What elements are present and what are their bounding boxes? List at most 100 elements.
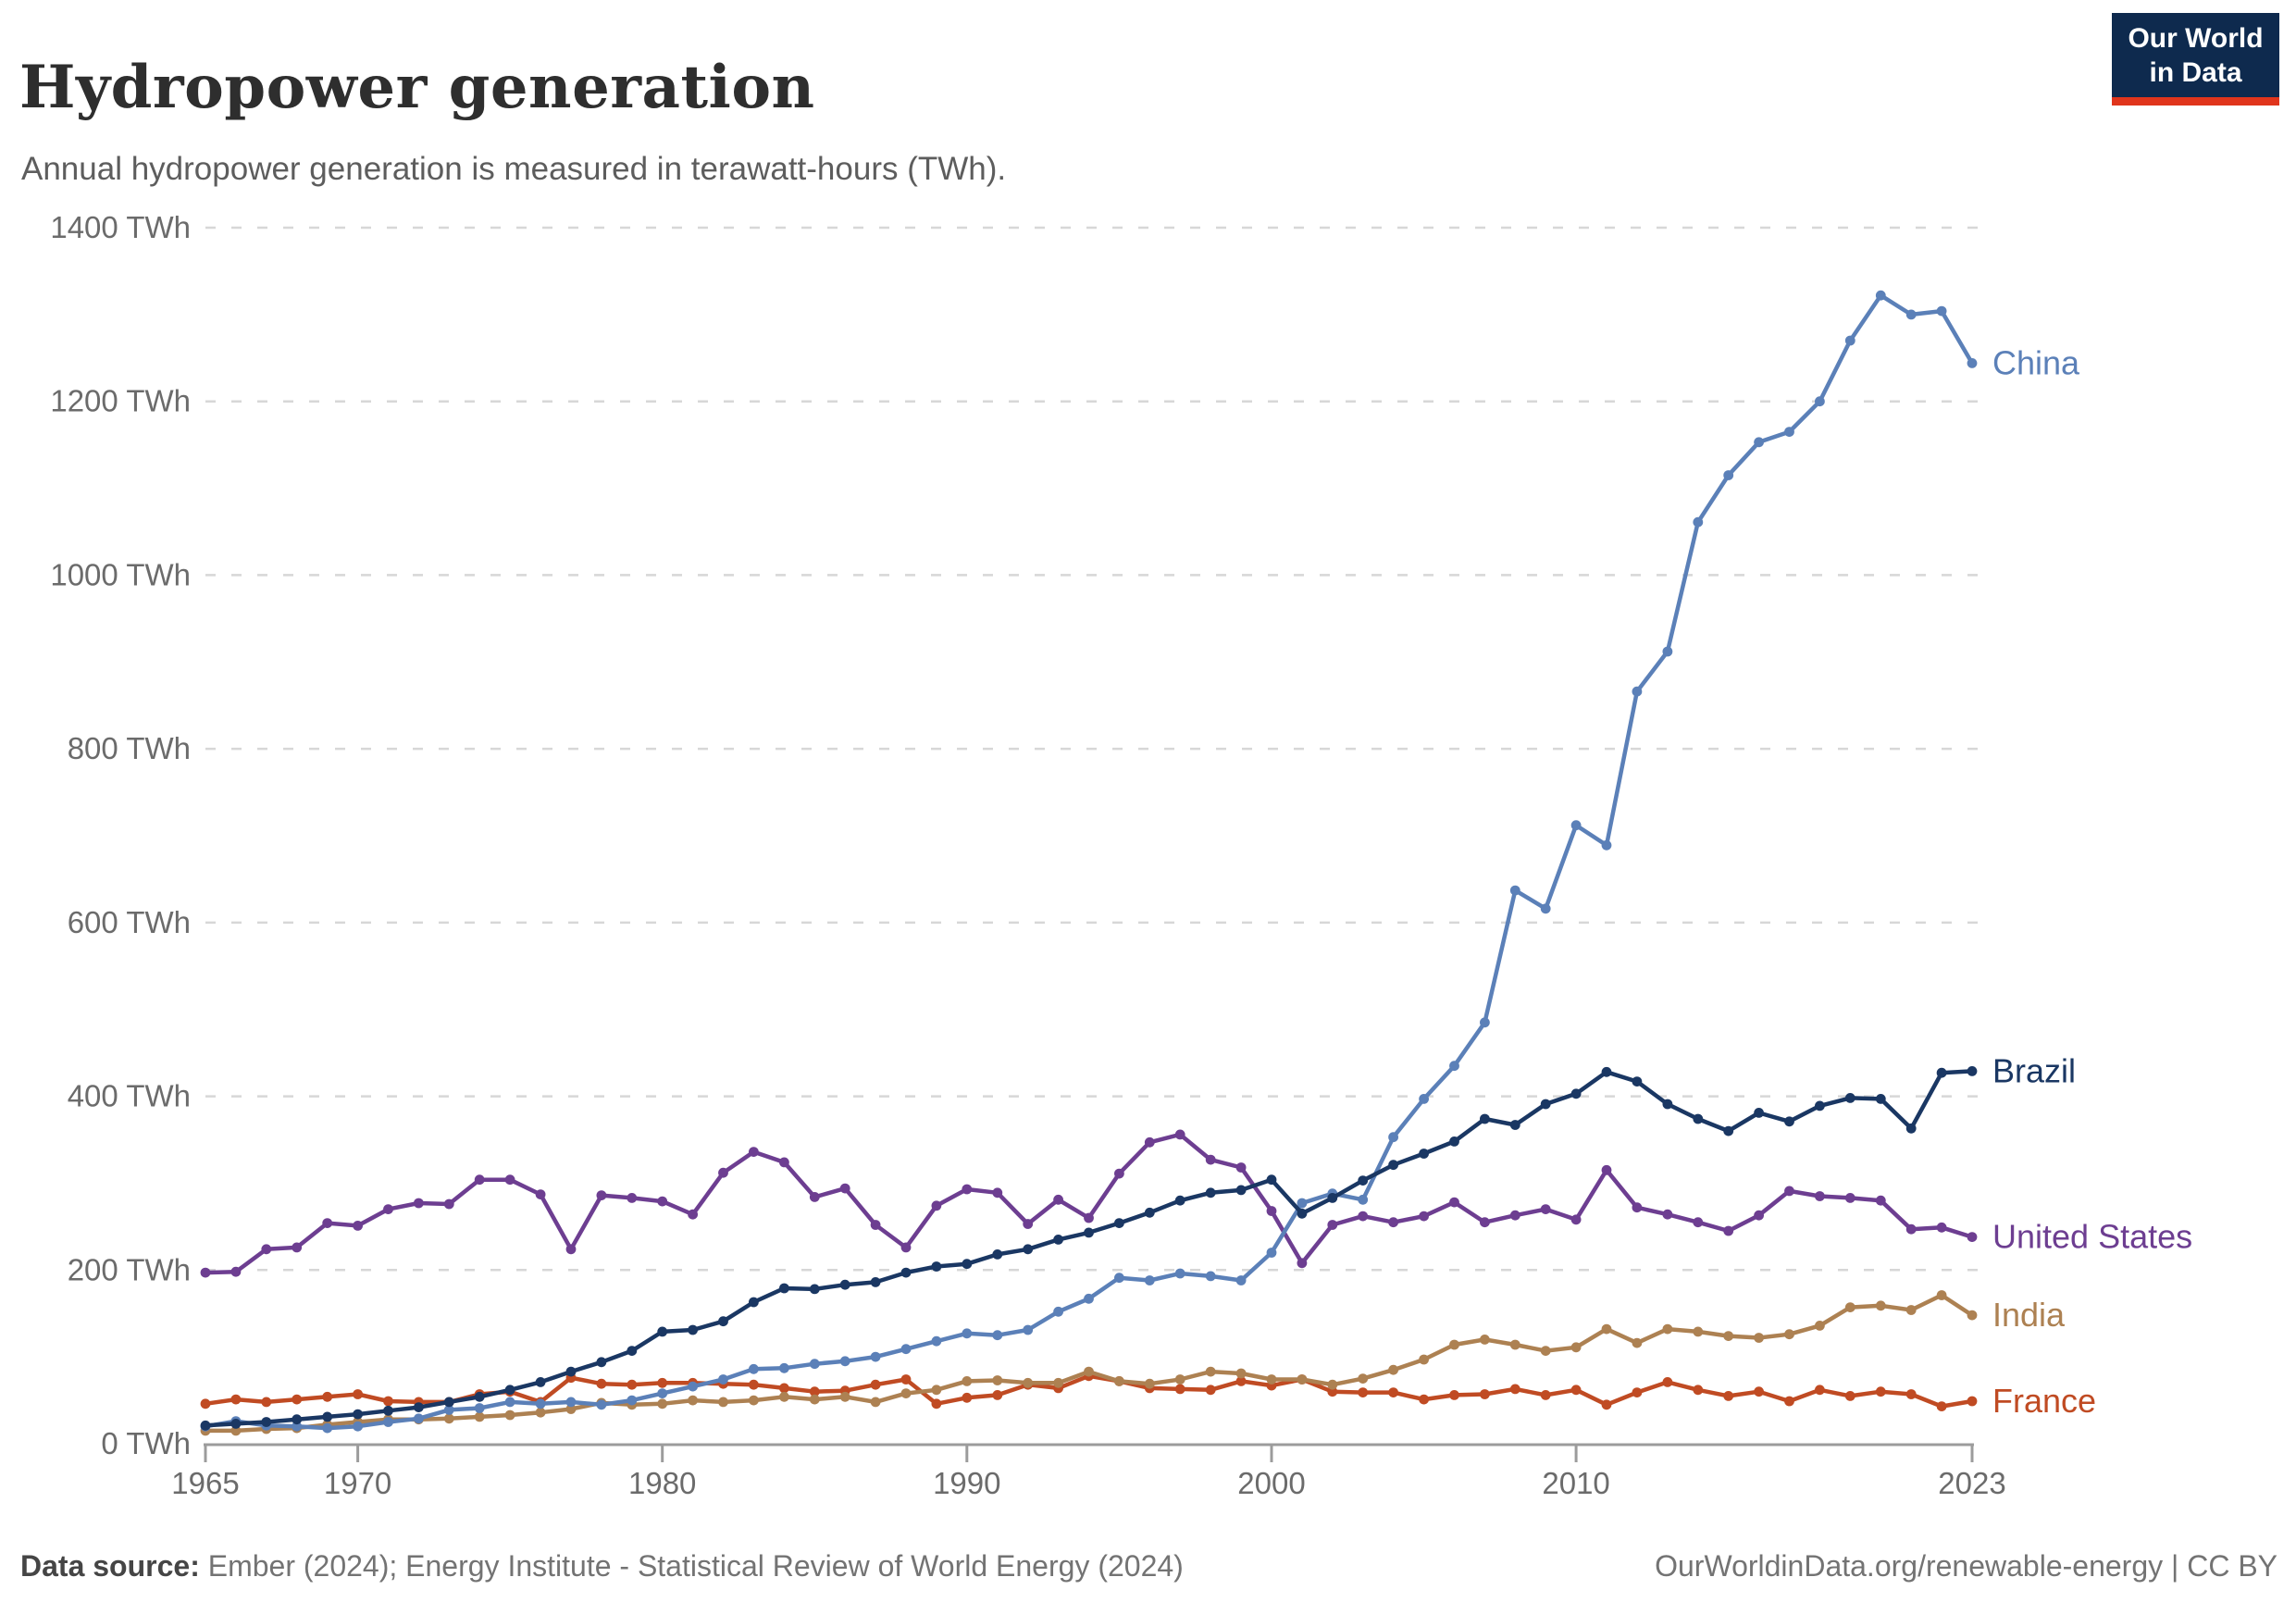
data-point[interactable] (1509, 1120, 1520, 1130)
data-point[interactable] (504, 1410, 515, 1421)
data-point[interactable] (1388, 1364, 1398, 1375)
data-point[interactable] (839, 1356, 850, 1367)
data-point[interactable] (1084, 1212, 1094, 1223)
data-point[interactable] (1297, 1374, 1308, 1385)
data-point[interactable] (1540, 1390, 1551, 1400)
data-point[interactable] (931, 1261, 942, 1272)
data-point[interactable] (1509, 1339, 1520, 1350)
data-point[interactable] (200, 1267, 211, 1278)
data-point[interactable] (1754, 1386, 1764, 1397)
data-point[interactable] (443, 1413, 454, 1424)
data-point[interactable] (1875, 1386, 1886, 1397)
data-point[interactable] (1905, 1123, 1917, 1134)
data-point[interactable] (1266, 1206, 1277, 1216)
data-point[interactable] (688, 1209, 698, 1220)
data-point[interactable] (809, 1394, 820, 1405)
data-point[interactable] (900, 1267, 912, 1278)
data-point[interactable] (1023, 1324, 1034, 1335)
data-point[interactable] (1693, 1385, 1704, 1396)
data-point[interactable] (1936, 1290, 1947, 1300)
data-point[interactable] (1388, 1160, 1398, 1171)
data-point[interactable] (230, 1394, 242, 1405)
series-united-states[interactable]: United States (200, 1129, 2193, 1278)
data-point[interactable] (1297, 1208, 1308, 1219)
data-point[interactable] (535, 1377, 546, 1387)
data-point[interactable] (1480, 1335, 1490, 1345)
data-point[interactable] (1662, 1099, 1673, 1110)
data-point[interactable] (962, 1392, 973, 1403)
citation-link[interactable]: OurWorldinData.org/renewable-energy | CC… (1655, 1549, 2277, 1583)
data-point[interactable] (1784, 1116, 1794, 1127)
data-point[interactable] (992, 1249, 1003, 1260)
data-point[interactable] (1084, 1366, 1094, 1377)
data-point[interactable] (353, 1389, 363, 1399)
data-point[interactable] (1174, 1374, 1185, 1385)
data-point[interactable] (292, 1242, 303, 1253)
data-point[interactable] (383, 1405, 393, 1416)
data-point[interactable] (1601, 1066, 1612, 1077)
data-point[interactable] (657, 1388, 668, 1398)
data-point[interactable] (443, 1397, 454, 1408)
data-point[interactable] (1327, 1379, 1338, 1390)
data-point[interactable] (1601, 839, 1612, 851)
data-point[interactable] (931, 1385, 942, 1396)
data-point[interactable] (779, 1383, 789, 1394)
data-point[interactable] (1723, 1331, 1734, 1341)
data-point[interactable] (474, 1411, 485, 1422)
data-point[interactable] (749, 1297, 759, 1308)
data-point[interactable] (1570, 1088, 1582, 1099)
data-point[interactable] (1144, 1207, 1155, 1218)
data-point[interactable] (1662, 1209, 1673, 1220)
data-point[interactable] (1905, 1389, 1917, 1399)
data-point[interactable] (353, 1421, 363, 1432)
data-point[interactable] (292, 1414, 303, 1425)
data-point[interactable] (627, 1379, 638, 1390)
series-line[interactable] (203, 1132, 1975, 1275)
data-point[interactable] (1936, 1222, 1947, 1233)
data-point[interactable] (292, 1421, 303, 1432)
data-point[interactable] (322, 1422, 333, 1434)
series-label-united-states[interactable]: United States (1992, 1218, 2192, 1256)
data-point[interactable] (657, 1196, 668, 1207)
series-label-india[interactable]: India (1992, 1296, 2066, 1334)
data-point[interactable] (1205, 1187, 1216, 1198)
data-point[interactable] (1570, 1385, 1582, 1396)
data-point[interactable] (1266, 1174, 1277, 1186)
data-point[interactable] (870, 1351, 881, 1362)
data-point[interactable] (1693, 516, 1704, 528)
data-point[interactable] (443, 1405, 454, 1415)
data-point[interactable] (1601, 1164, 1612, 1175)
data-point[interactable] (1297, 1258, 1308, 1269)
data-point[interactable] (1632, 686, 1643, 697)
data-point[interactable] (1967, 1232, 1978, 1242)
data-point[interactable] (1693, 1217, 1704, 1228)
data-point[interactable] (657, 1398, 668, 1410)
data-point[interactable] (1754, 1210, 1764, 1221)
data-point[interactable] (1662, 1323, 1673, 1335)
data-point[interactable] (1662, 646, 1673, 657)
data-point[interactable] (1509, 885, 1520, 896)
data-point[interactable] (1754, 1108, 1764, 1118)
data-point[interactable] (1235, 1376, 1247, 1386)
data-point[interactable] (809, 1284, 820, 1295)
data-point[interactable] (1114, 1168, 1124, 1179)
data-point[interactable] (1967, 358, 1978, 368)
data-point[interactable] (596, 1190, 607, 1200)
data-point[interactable] (414, 1413, 424, 1424)
data-point[interactable] (749, 1379, 759, 1390)
data-point[interactable] (962, 1328, 973, 1339)
data-point[interactable] (1419, 1394, 1429, 1405)
data-point[interactable] (596, 1357, 607, 1368)
data-point[interactable] (1480, 1389, 1490, 1399)
data-point[interactable] (1967, 1310, 1978, 1321)
data-point[interactable] (749, 1395, 759, 1406)
data-point[interactable] (1540, 1346, 1551, 1356)
series-china[interactable]: China (200, 290, 2080, 1434)
data-point[interactable] (749, 1147, 759, 1157)
data-point[interactable] (1784, 427, 1794, 437)
data-point[interactable] (1601, 1399, 1612, 1410)
data-point[interactable] (1144, 1275, 1155, 1285)
data-point[interactable] (504, 1174, 515, 1186)
data-point[interactable] (992, 1330, 1003, 1341)
data-point[interactable] (688, 1381, 698, 1392)
